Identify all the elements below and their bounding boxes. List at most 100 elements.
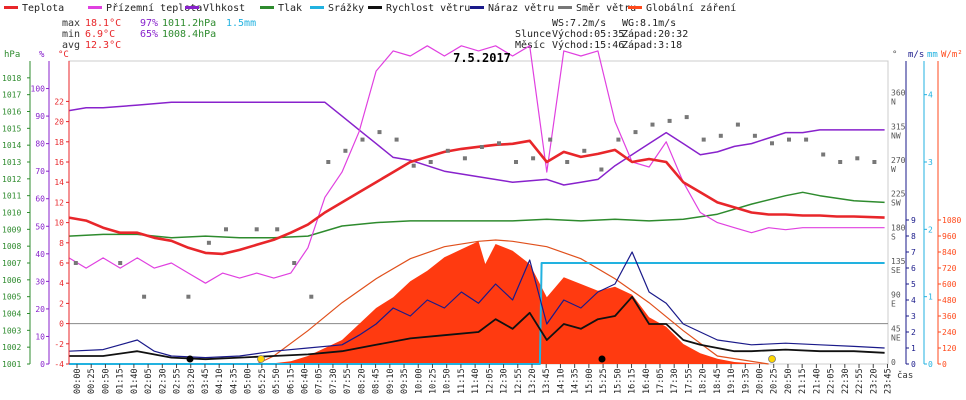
ms-tick-label: 4: [911, 296, 916, 305]
time-tick-label: 20:25: [770, 368, 780, 394]
mm-tick-label: 3: [928, 158, 933, 167]
dir-tick-label: 270: [891, 156, 906, 165]
hpa-tick-label: 1002: [2, 343, 21, 352]
hpa-tick-label: 1001: [2, 360, 21, 369]
unit-ms: m/s: [908, 50, 924, 60]
time-tick-label: 00:50: [101, 368, 111, 394]
unit-deg: °: [892, 50, 897, 60]
markers: [186, 355, 776, 363]
wind-direction-point: [428, 160, 433, 164]
ms-tick-label: 0: [911, 360, 916, 369]
time-tick-label: 22:55: [855, 368, 865, 394]
unit-labels: hPa % °C ° m/s mm W/m² čas: [4, 50, 963, 381]
wind-direction-point: [224, 227, 228, 232]
wm-tick-label: 600: [942, 280, 957, 289]
info-slunce: Slunce: [515, 29, 551, 40]
wind-direction-point: [565, 160, 570, 164]
time-tick-label: 19:35: [741, 368, 751, 394]
time-tick-label: 01:15: [116, 368, 126, 394]
unit-c: °C: [58, 50, 69, 60]
pct-tick-label: 50: [35, 222, 45, 231]
pct-tick-label: 80: [35, 140, 45, 149]
wm-tick-label: 480: [942, 296, 957, 305]
time-tick-label: 16:40: [642, 368, 652, 394]
time-tick-label: 07:55: [343, 368, 353, 394]
dir-tick-name: S: [891, 232, 896, 241]
wind-direction-point: [206, 240, 211, 245]
ms-tick-label: 2: [911, 328, 916, 337]
stat-min-temp: 6.9°C: [85, 29, 115, 40]
info-slunce-zapad: Západ:20:32: [622, 28, 688, 40]
unit-wm: W/m²: [941, 50, 963, 60]
time-tick-label: 17:30: [670, 368, 680, 394]
unit-mm: mm: [927, 50, 938, 60]
time-tick-label: 15:25: [599, 368, 609, 394]
legend-label: Přízemní teplota: [106, 2, 202, 14]
time-tick-label: 21:15: [798, 368, 808, 394]
time-tick-label: 15:00: [585, 368, 595, 394]
wind-direction-point: [394, 137, 399, 142]
series-teplota: [68, 139, 885, 256]
hpa-tick-label: 1007: [2, 259, 21, 268]
pct-tick-label: 90: [35, 112, 45, 121]
wm-tick-label: 360: [942, 312, 957, 321]
stats-block: max 18.1°C 97% 1011.2hPa 1.5mm min 6.9°C…: [62, 18, 256, 51]
legend-label: Směr větru: [576, 2, 636, 14]
series-naraz-vetru: [68, 251, 885, 359]
stat-min-hum: 65%: [140, 29, 158, 40]
wind-direction-point: [326, 160, 331, 164]
time-tick-label: 05:00: [244, 368, 254, 394]
dir-tick-name: N: [891, 98, 896, 107]
c-tick-label: 2: [59, 299, 64, 308]
hpa-tick-label: 1016: [2, 108, 21, 117]
time-tick-label: 04:35: [229, 368, 239, 394]
time-tick-label: 02:05: [144, 368, 154, 394]
legend-label: Globální záření: [646, 2, 736, 14]
wind-direction-point: [838, 160, 843, 164]
time-tick-label: 23:45: [883, 368, 893, 394]
unit-hpa: hPa: [4, 50, 20, 60]
time-tick-label: 10:50: [443, 368, 453, 394]
time-tick-label: 10:25: [428, 368, 438, 394]
hpa-tick-label: 1005: [2, 293, 21, 302]
wind-direction-point: [855, 156, 860, 161]
time-tick-label: 22:30: [841, 368, 851, 394]
c-tick-label: -4: [54, 360, 64, 369]
c-tick-label: 4: [59, 279, 64, 288]
c-tick-label: 16: [54, 158, 64, 167]
pct-tick-label: 100: [31, 85, 46, 94]
hpa-tick-label: 1009: [2, 225, 21, 234]
legend: Teplota Přízemní teplota Vlhkost Tlak Srážky…: [4, 2, 736, 14]
time-tick-label: 20:50: [784, 368, 794, 394]
legend-label: Teplota: [22, 3, 64, 14]
time-tick-label: 09:10: [386, 368, 396, 394]
wm-tick-label: 1080: [942, 216, 961, 225]
legend-swatch: [4, 6, 18, 9]
dir-tick-label: 180: [891, 223, 906, 232]
ms-tick-label: 7: [911, 248, 916, 257]
wind-direction-point: [497, 141, 501, 146]
wind-direction-point: [684, 115, 689, 120]
ms-tick-label: 6: [911, 264, 916, 273]
wind-direction-point: [479, 145, 484, 149]
legend-label: Rychlost větru: [386, 2, 470, 14]
hpa-tick-label: 1006: [2, 276, 21, 285]
dir-tick-name: SE: [891, 266, 901, 275]
info-block: WS:7.2m/s WG:8.1m/s Slunce Východ:05:35 …: [515, 18, 688, 51]
info-mesic: Měsíc: [515, 39, 545, 51]
wm-tick-label: 120: [942, 344, 957, 353]
axes-layer: 00:00 00:25 00:50 01:15 01:40 02:05 02:30 02:55…: [2, 61, 961, 394]
c-tick-label: 14: [54, 178, 64, 187]
mm-tick-label: 0: [928, 360, 933, 369]
time-tick-label: 07:30: [329, 368, 339, 394]
moon-rise-marker: [598, 355, 606, 363]
stat-avg-label: avg: [62, 40, 80, 51]
time-tick-label: 14:35: [571, 368, 581, 394]
info-wg: WG:8.1m/s: [622, 18, 676, 29]
wind-direction-point: [872, 160, 877, 164]
wm-tick-label: 720: [942, 264, 957, 273]
legend-swatch: [185, 6, 199, 9]
wm-tick-label: 840: [942, 248, 957, 257]
hpa-tick-label: 1012: [2, 175, 21, 184]
